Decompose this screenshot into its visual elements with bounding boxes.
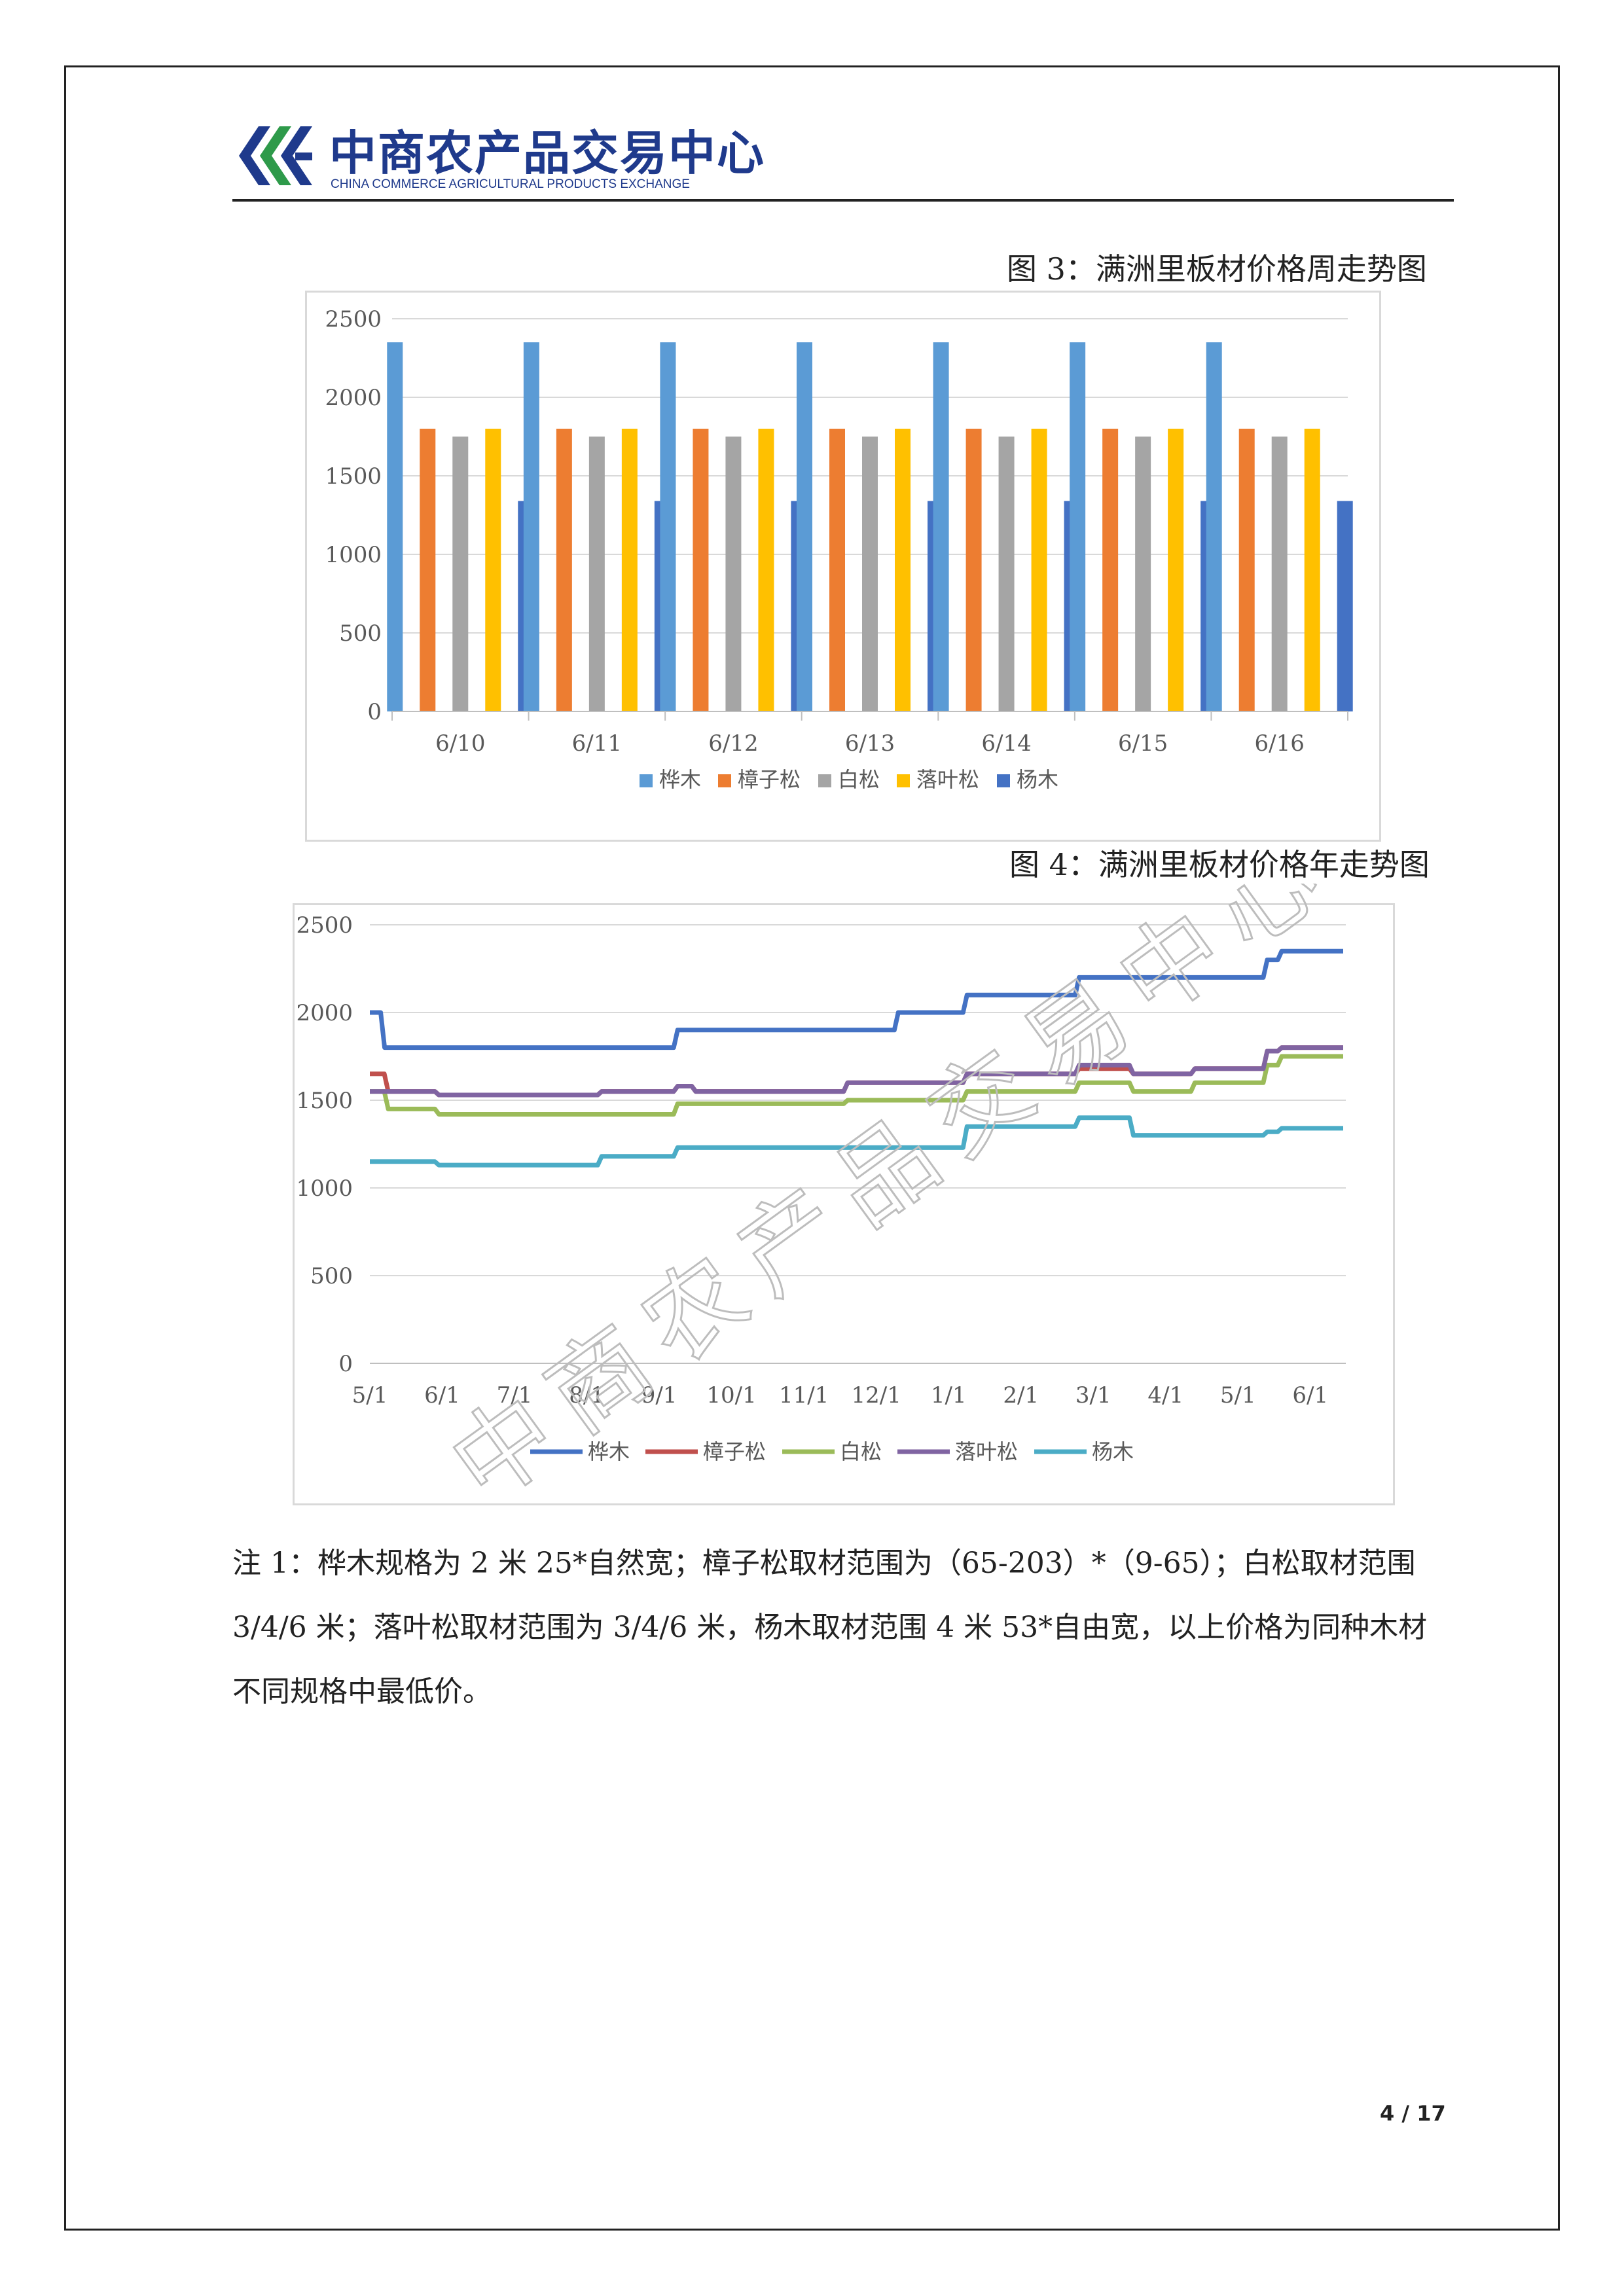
legend-label: 白松: [838, 767, 880, 792]
x-tick-label: 7/1: [497, 1382, 533, 1408]
legend-label: 樟子松: [738, 767, 801, 792]
y-tick-label: 1000: [296, 1175, 353, 1202]
bar: [829, 429, 845, 711]
y-tick-label: 0: [338, 1351, 353, 1377]
bar: [387, 342, 403, 711]
logo-text: 中商农产品交易中心: [329, 126, 766, 181]
bar: [420, 429, 436, 711]
y-tick-label: 2000: [296, 1000, 353, 1026]
legend-label: 桦木: [659, 767, 701, 792]
bar: [895, 429, 911, 711]
x-tick-label: 9/1: [641, 1382, 677, 1408]
cca-logo-icon: [239, 126, 312, 185]
x-tick-label: 6/10: [435, 730, 485, 757]
page-number: 4 / 17: [1380, 2101, 1446, 2126]
x-tick-label: 8/1: [569, 1382, 605, 1408]
bar: [965, 429, 982, 711]
legend-label: 落叶松: [916, 767, 979, 792]
bar: [1135, 437, 1151, 711]
x-tick-label: 6/15: [1118, 730, 1168, 757]
bar: [452, 437, 469, 711]
x-tick-label: 10/1: [706, 1382, 756, 1408]
figure3-title: 图 3：满洲里板材价格周走势图: [1007, 251, 1427, 287]
bar: [1238, 429, 1255, 711]
bar: [862, 437, 878, 711]
bar: [1031, 429, 1047, 711]
x-tick-label: 1/1: [931, 1382, 967, 1408]
legend-label: 杨木: [1017, 767, 1058, 792]
series-line: [370, 1054, 1343, 1117]
x-tick-label: 5/1: [1220, 1382, 1256, 1408]
yearly-price-chart-svg: 0 500 1000 1500 2000 2500 5/1 6/1 7/1 8/1 9/1 10/1 1…: [296, 912, 1346, 1464]
x-tick-label: 6/11: [572, 730, 622, 757]
x-tick-label: 6/13: [845, 730, 895, 757]
x-tick-label: 12/1: [851, 1382, 901, 1408]
note-paragraph: 注 1：桦木规格为 2 米 25*自然宽；樟子松取材范围为（65-203）*（9…: [232, 1532, 1463, 1724]
x-tick-label: 4/1: [1147, 1382, 1183, 1408]
y-tick-label: 1500: [325, 463, 382, 490]
legend-label: 樟子松: [703, 1439, 766, 1464]
bar: [588, 437, 605, 711]
weekly-price-chart-svg: 0 500 1000 1500 2000 2500 6/10 6/11 6/12 6/13 6/14…: [325, 306, 1353, 792]
note-line-3: 不同规格中最低价。: [232, 1675, 492, 1708]
bar: [758, 429, 774, 711]
x-tick-label: 6/1: [424, 1382, 460, 1408]
series-line: [370, 1045, 1343, 1098]
y-tick-label: 500: [339, 620, 382, 647]
header-divider: [232, 199, 1454, 202]
legend-label: 白松: [840, 1439, 882, 1464]
figure4-title: 图 4：满洲里板材价格年走势图: [1009, 847, 1430, 882]
legend-label: 落叶松: [955, 1439, 1018, 1464]
legend-label: 桦木: [588, 1439, 630, 1464]
note-line-2: 3/4/6 米；落叶松取材范围为 3/4/6 米，杨木取材范围 4 米 53*自…: [232, 1611, 1428, 1644]
bar: [621, 429, 638, 711]
bar: [1102, 429, 1119, 711]
legend-swatch: [718, 774, 731, 787]
bar: [693, 429, 709, 711]
bar: [725, 437, 742, 711]
bar: [1271, 437, 1288, 711]
x-tick-label: 3/1: [1075, 1382, 1111, 1408]
legend-label: 杨木: [1092, 1439, 1134, 1464]
bar: [1168, 429, 1184, 711]
x-tick-label: 5/1: [352, 1382, 388, 1408]
legend-swatch: [897, 774, 910, 787]
x-tick-label: 6/16: [1255, 730, 1305, 757]
x-tick-label: 6/12: [708, 730, 758, 757]
bar: [1070, 342, 1086, 711]
page-border: [64, 65, 1560, 2231]
y-tick-label: 2500: [296, 912, 353, 939]
series-line: [370, 1115, 1343, 1168]
bar: [998, 437, 1015, 711]
x-tick-label: 11/1: [779, 1382, 829, 1408]
note-line-1: 注 1：桦木规格为 2 米 25*自然宽；樟子松取材范围为（65-203）*（9…: [232, 1547, 1416, 1580]
legend-swatch: [818, 774, 831, 787]
y-tick-label: 0: [367, 699, 382, 725]
x-tick-label: 6/14: [981, 730, 1031, 757]
bar: [1206, 342, 1222, 711]
yearly-price-chart: 0 500 1000 1500 2000 2500 5/1 6/1 7/1 8/1 9/1 10/1 1…: [293, 903, 1395, 1505]
legend-swatch: [640, 774, 653, 787]
logo-subtext: CHINA COMMERCE AGRICULTURAL PRODUCTS EXC…: [331, 177, 690, 191]
bar: [485, 429, 501, 711]
x-tick-label: 6/1: [1292, 1382, 1328, 1408]
header: 中商农产品交易中心 CHINA COMMERCE AGRICULTURAL PR…: [232, 115, 1398, 206]
bar: [1304, 429, 1320, 711]
bar: [1337, 501, 1353, 711]
bar: [660, 342, 676, 711]
bar: [797, 342, 812, 711]
series-line: [370, 1045, 1343, 1098]
x-tick-label: 2/1: [1003, 1382, 1039, 1408]
bar: [523, 342, 539, 711]
bar: [556, 429, 572, 711]
y-tick-label: 500: [310, 1263, 353, 1289]
bar: [933, 342, 949, 711]
weekly-price-chart: 0 500 1000 1500 2000 2500 6/10 6/11 6/12 6/13 6/14…: [305, 291, 1381, 842]
y-tick-label: 1000: [325, 542, 382, 568]
y-tick-label: 2000: [325, 385, 382, 411]
legend-swatch: [997, 774, 1010, 787]
y-tick-label: 1500: [296, 1088, 353, 1114]
y-tick-label: 2500: [325, 306, 382, 332]
series-line: [370, 948, 1343, 1050]
